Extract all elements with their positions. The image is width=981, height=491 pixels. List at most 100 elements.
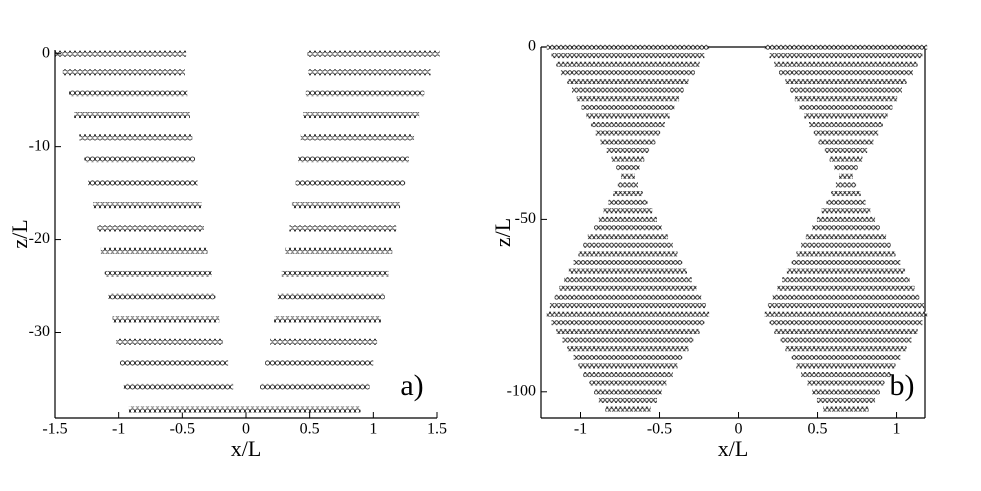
particle-row: [764, 44, 928, 50]
particle-row: [594, 225, 662, 231]
particle-row: [813, 130, 879, 136]
particle-row: [617, 182, 639, 188]
particle-row: [573, 259, 683, 265]
particle-row: [97, 225, 204, 232]
y-tick-label: 0: [42, 44, 50, 61]
particle-row: [562, 337, 694, 343]
particle-row: [551, 320, 705, 326]
particle-row: [112, 316, 220, 323]
particle-row: [289, 225, 397, 232]
particle-row: [790, 87, 902, 93]
particle-row: [128, 406, 246, 413]
particle-row: [785, 78, 907, 84]
panel-label: a): [400, 369, 423, 402]
particle-row: [265, 360, 374, 367]
particle-row: [769, 53, 923, 59]
particle-row: [69, 90, 188, 97]
particle-row: [590, 122, 665, 128]
x-tick-label: -1: [574, 421, 587, 438]
x-tick-label: -0.5: [170, 421, 195, 438]
particle-row: [100, 247, 208, 254]
particle-row: [772, 294, 920, 300]
x-tick-label: 0: [242, 421, 250, 438]
x-tick-label: 0: [735, 421, 743, 438]
particle-row: [616, 165, 640, 171]
particle-row: [767, 303, 925, 309]
particle-row: [274, 316, 381, 323]
particle-row: [308, 69, 431, 76]
particle-row: [270, 338, 378, 345]
particle-row: [568, 268, 688, 274]
particle-row: [764, 311, 928, 317]
particle-row: [594, 389, 662, 395]
particle-row: [782, 277, 910, 283]
particle-row: [564, 277, 692, 283]
y-axis-label: z/L: [490, 218, 515, 247]
particle-row: [281, 270, 389, 277]
particle-row: [546, 311, 710, 317]
particle-row: [567, 346, 689, 352]
particle-row: [576, 96, 680, 102]
particle-row: [578, 363, 678, 369]
particle-row: [298, 156, 409, 163]
particle-row: [549, 303, 706, 309]
particle-row: [305, 90, 425, 97]
particle-row: [55, 50, 187, 57]
particle-row: [826, 199, 866, 205]
particle-row: [777, 285, 915, 291]
particle-row: [116, 338, 224, 345]
particle-row: [62, 69, 185, 76]
particle-row: [812, 225, 880, 231]
particle-row: [598, 216, 657, 222]
x-tick-label: 1.5: [427, 421, 447, 438]
particle-row: [794, 96, 898, 102]
particle-row: [611, 156, 645, 162]
particle-row: [816, 216, 876, 222]
particle-row: [589, 380, 667, 386]
particle-row: [818, 139, 874, 145]
particle-row: [581, 104, 675, 110]
particle-row: [104, 270, 212, 277]
y-tick-label: -20: [29, 230, 50, 247]
x-tick-label: 0.5: [808, 421, 828, 438]
y-tick-label: -50: [515, 210, 536, 227]
particle-row: [804, 113, 888, 119]
x-tick-label: -0.5: [647, 421, 672, 438]
particle-row: [300, 134, 415, 141]
particle-row: [600, 139, 656, 145]
particle-row: [567, 78, 689, 84]
particle-row: [807, 380, 885, 386]
particle-row: [578, 251, 678, 257]
y-tick-label: -30: [29, 323, 50, 340]
particle-row: [816, 397, 876, 403]
particle-row: [839, 173, 853, 179]
particle-row: [560, 70, 695, 76]
x-axis-label: x/L: [718, 436, 749, 461]
particle-row: [556, 328, 700, 334]
particle-row: [119, 360, 229, 367]
particle-row: [835, 182, 857, 188]
particle-row: [587, 234, 669, 240]
particle-row: [785, 346, 907, 352]
particle-row: [84, 156, 196, 163]
particle-row: [554, 294, 702, 300]
particle-row: [801, 242, 891, 248]
particle-row: [805, 234, 887, 240]
particle-row: [774, 61, 918, 67]
x-tick-label: 1: [369, 421, 377, 438]
particle-row: [774, 328, 918, 334]
particle-row: [796, 363, 896, 369]
particle-row: [291, 202, 401, 209]
particle-row: [823, 406, 869, 412]
particle-row: [556, 61, 700, 67]
panel-label: b): [890, 369, 915, 402]
particle-row: [608, 199, 648, 205]
particle-row: [551, 53, 705, 59]
particle-row: [620, 173, 635, 179]
particle-row: [93, 202, 202, 209]
particle-row: [791, 354, 901, 360]
particle-row: [285, 247, 393, 254]
particle-row: [605, 406, 651, 412]
